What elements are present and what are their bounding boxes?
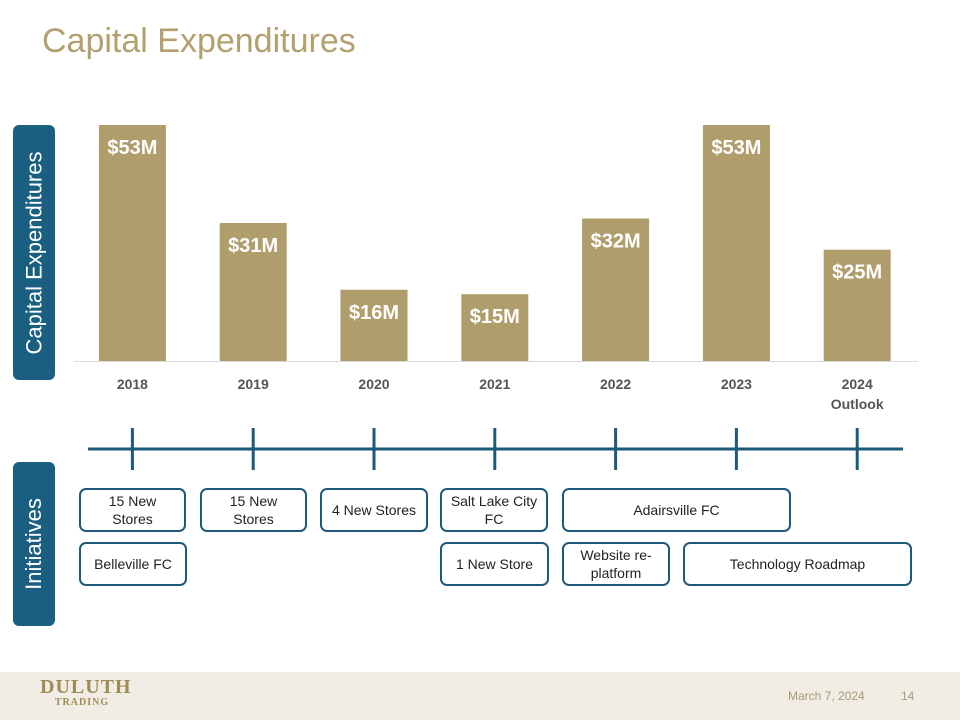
initiative: Salt Lake City FC [440, 488, 548, 532]
initiative: 15 New Stores [200, 488, 307, 532]
value-label: $16M [349, 302, 399, 324]
initiatives-tab: Initiatives [13, 462, 55, 626]
value-label: $32M [591, 231, 641, 253]
x-tick-label: 2023 [720, 376, 752, 392]
x-tick-label: 2019 [237, 376, 269, 392]
initiative: Technology Roadmap [683, 542, 912, 586]
bar [582, 218, 650, 361]
footer-date: March 7, 2024 [788, 689, 865, 703]
bar [702, 125, 770, 361]
initiatives-label: Initiatives [21, 498, 46, 590]
x-tick-label: 2020 [358, 376, 390, 392]
initiative: 4 New Stores [320, 488, 428, 532]
value-label: $31M [228, 235, 278, 257]
page-number: 14 [901, 689, 915, 703]
value-label: $53M [107, 137, 157, 159]
value-label: $15M [470, 306, 520, 328]
x-tick-label: 2018 [116, 376, 148, 392]
initiative: Adairsville FC [562, 488, 791, 532]
bar [461, 294, 529, 361]
value-label: $53M [711, 137, 761, 159]
x-tick-label: 2021 [479, 376, 511, 392]
value-label: $25M [832, 262, 882, 284]
bar [219, 222, 287, 361]
bar [98, 125, 166, 361]
footer: DULUTH TRADING March 7, 2024 14 [0, 672, 960, 720]
logo-top: DULUTH [40, 676, 132, 698]
bar [823, 249, 891, 361]
bar [340, 289, 408, 361]
chart: $53M $31M $16M $15M $32M $53M $25M [74, 125, 918, 470]
x-tick-label: 2022 [600, 376, 632, 392]
logo-bottom: TRADING [54, 697, 110, 708]
x-tick-label: 2024 Outlook [830, 376, 884, 412]
initiative: 15 New Stores [79, 488, 186, 532]
y-axis-tab: Capital Expenditures [13, 125, 55, 380]
slide-title: Capital Expenditures [42, 22, 356, 60]
initiative: Website re-platform [562, 542, 670, 586]
logo: DULUTH TRADING [40, 676, 132, 710]
initiative: 1 New Store [440, 542, 549, 586]
initiative: Belleville FC [79, 542, 187, 586]
